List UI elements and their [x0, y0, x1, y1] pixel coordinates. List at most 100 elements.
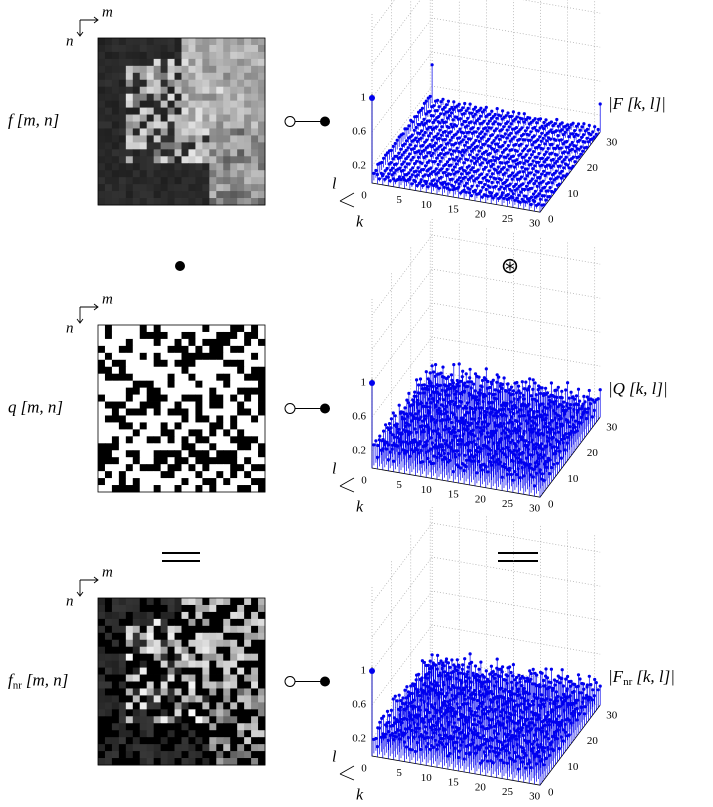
- stem-head: [508, 115, 511, 118]
- pixel: [223, 101, 230, 108]
- stem-head: [434, 109, 437, 112]
- pixel: [209, 332, 216, 339]
- stem-head: [500, 135, 503, 138]
- stem-head: [449, 178, 452, 181]
- stem-head: [427, 398, 430, 401]
- pixel: [140, 339, 147, 346]
- pixel: [133, 156, 140, 163]
- stem-head: [445, 183, 448, 186]
- stem-head: [376, 163, 379, 166]
- stem-head: [575, 156, 578, 159]
- pixel: [182, 367, 189, 374]
- pixel: [98, 128, 105, 135]
- stem-head: [549, 166, 552, 169]
- pixel: [216, 142, 223, 149]
- stem-head: [414, 175, 417, 178]
- stem-head: [559, 396, 562, 399]
- stem-head: [467, 178, 470, 181]
- pixel: [258, 485, 265, 492]
- stem-head: [419, 152, 422, 155]
- pixel: [223, 478, 230, 485]
- pixel: [209, 450, 216, 457]
- pixel: [251, 457, 258, 464]
- stem-head: [532, 443, 535, 446]
- pixel: [140, 122, 147, 129]
- pixel: [216, 198, 223, 205]
- pixel: [223, 415, 230, 422]
- pixel: [126, 422, 133, 429]
- stem-head: [397, 157, 400, 160]
- stem-head: [551, 437, 554, 440]
- pixel: [223, 450, 230, 457]
- pixel: [230, 339, 237, 346]
- k-tick-label: 20: [475, 208, 487, 220]
- pixel: [202, 115, 209, 122]
- pixel: [195, 149, 202, 156]
- pixel: [140, 149, 147, 156]
- pixel: [133, 191, 140, 198]
- stem-head: [452, 100, 455, 103]
- stem-head: [412, 156, 415, 159]
- pixel: [182, 429, 189, 436]
- pixel: [237, 353, 244, 360]
- pixel: [133, 450, 140, 457]
- pixel: [168, 415, 175, 422]
- pixel: [195, 395, 202, 402]
- stem-head: [552, 428, 555, 431]
- pixel: [105, 367, 112, 374]
- stem-head: [539, 147, 542, 150]
- stem-head: [452, 381, 455, 384]
- pixel: [119, 59, 126, 66]
- pixel: [182, 339, 189, 346]
- pixel: [140, 409, 147, 416]
- pixel: [112, 464, 119, 471]
- stem-head: [491, 122, 494, 125]
- pixel: [251, 478, 258, 485]
- pixel: [202, 38, 209, 45]
- pixel: [175, 471, 182, 478]
- pixel: [182, 450, 189, 457]
- stem-head: [419, 180, 422, 183]
- stem-head: [473, 190, 476, 193]
- stem-head: [427, 97, 430, 100]
- pixel: [209, 325, 216, 332]
- pixel: [202, 429, 209, 436]
- stem-head: [534, 381, 537, 384]
- pixel: [140, 381, 147, 388]
- pixel: [223, 163, 230, 170]
- stem-head: [538, 182, 541, 185]
- stem-head: [408, 424, 411, 427]
- stem-head: [552, 463, 555, 466]
- stem-head: [556, 462, 559, 465]
- stem-head: [546, 440, 549, 443]
- pixel: [168, 59, 175, 66]
- stem-head: [508, 419, 511, 422]
- pixel: [251, 198, 258, 205]
- pixel: [188, 429, 195, 436]
- stem-head: [455, 162, 458, 165]
- pixel: [133, 374, 140, 381]
- pixel: [140, 73, 147, 80]
- stem-head: [555, 118, 558, 121]
- pixel: [168, 450, 175, 457]
- stem-head: [503, 141, 506, 144]
- stem-head: [504, 194, 507, 197]
- pixel: [147, 485, 154, 492]
- pixel: [175, 478, 182, 485]
- pixel: [147, 471, 154, 478]
- stem-head: [438, 169, 441, 172]
- pixel: [175, 395, 182, 402]
- stem-head: [479, 190, 482, 193]
- stem-head: [430, 415, 433, 418]
- pixel: [230, 353, 237, 360]
- pixel: [258, 443, 265, 450]
- pixel: [202, 80, 209, 87]
- stem-head: [425, 370, 428, 373]
- pixel: [237, 108, 244, 115]
- pixel: [98, 471, 105, 478]
- stem-head: [497, 165, 500, 168]
- stem-head: [544, 134, 547, 137]
- pixel: [140, 374, 147, 381]
- stem-head: [485, 173, 488, 176]
- stem-head: [448, 430, 451, 433]
